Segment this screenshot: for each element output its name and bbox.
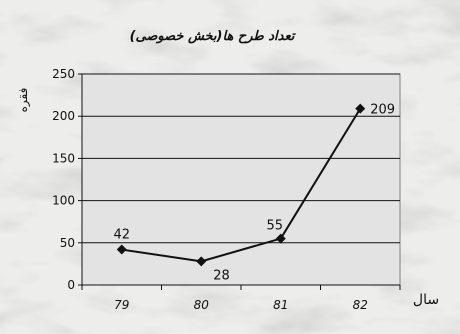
data-label: 42 xyxy=(113,228,130,243)
data-series xyxy=(116,103,366,267)
y-tick-label: 150 xyxy=(52,151,75,165)
data-label: 55 xyxy=(266,219,283,234)
y-tick-label: 200 xyxy=(52,109,75,123)
chart-title: تعداد طرح ها(بخش خصوصی) xyxy=(130,29,297,44)
y-axis-ticks: 0 50 100 150 200 250 xyxy=(52,67,82,292)
data-labels: 42 28 55 209 xyxy=(113,103,395,284)
data-point-marker xyxy=(275,233,286,244)
data-point-marker xyxy=(196,256,207,267)
plot-area xyxy=(81,73,401,286)
x-tick-label: 80 xyxy=(194,298,210,312)
x-axis-ticks: 79 80 81 82 xyxy=(81,285,401,312)
y-tick-label: 250 xyxy=(52,67,75,81)
series-line xyxy=(121,108,362,263)
x-tick-label: 79 xyxy=(114,298,129,312)
y-tick-label: 0 xyxy=(67,278,75,292)
x-axis-label: سال xyxy=(413,292,439,308)
y-tick-label: 50 xyxy=(60,236,75,250)
data-point-marker xyxy=(116,244,127,255)
data-label: 209 xyxy=(370,103,395,118)
data-label: 28 xyxy=(213,268,230,283)
y-tick-label: 100 xyxy=(52,194,75,208)
y-axis-label: فقره xyxy=(16,88,31,113)
x-tick-label: 82 xyxy=(353,298,368,312)
x-tick-label: 81 xyxy=(273,298,288,312)
data-point-marker xyxy=(355,103,366,114)
gridlines xyxy=(82,73,400,244)
